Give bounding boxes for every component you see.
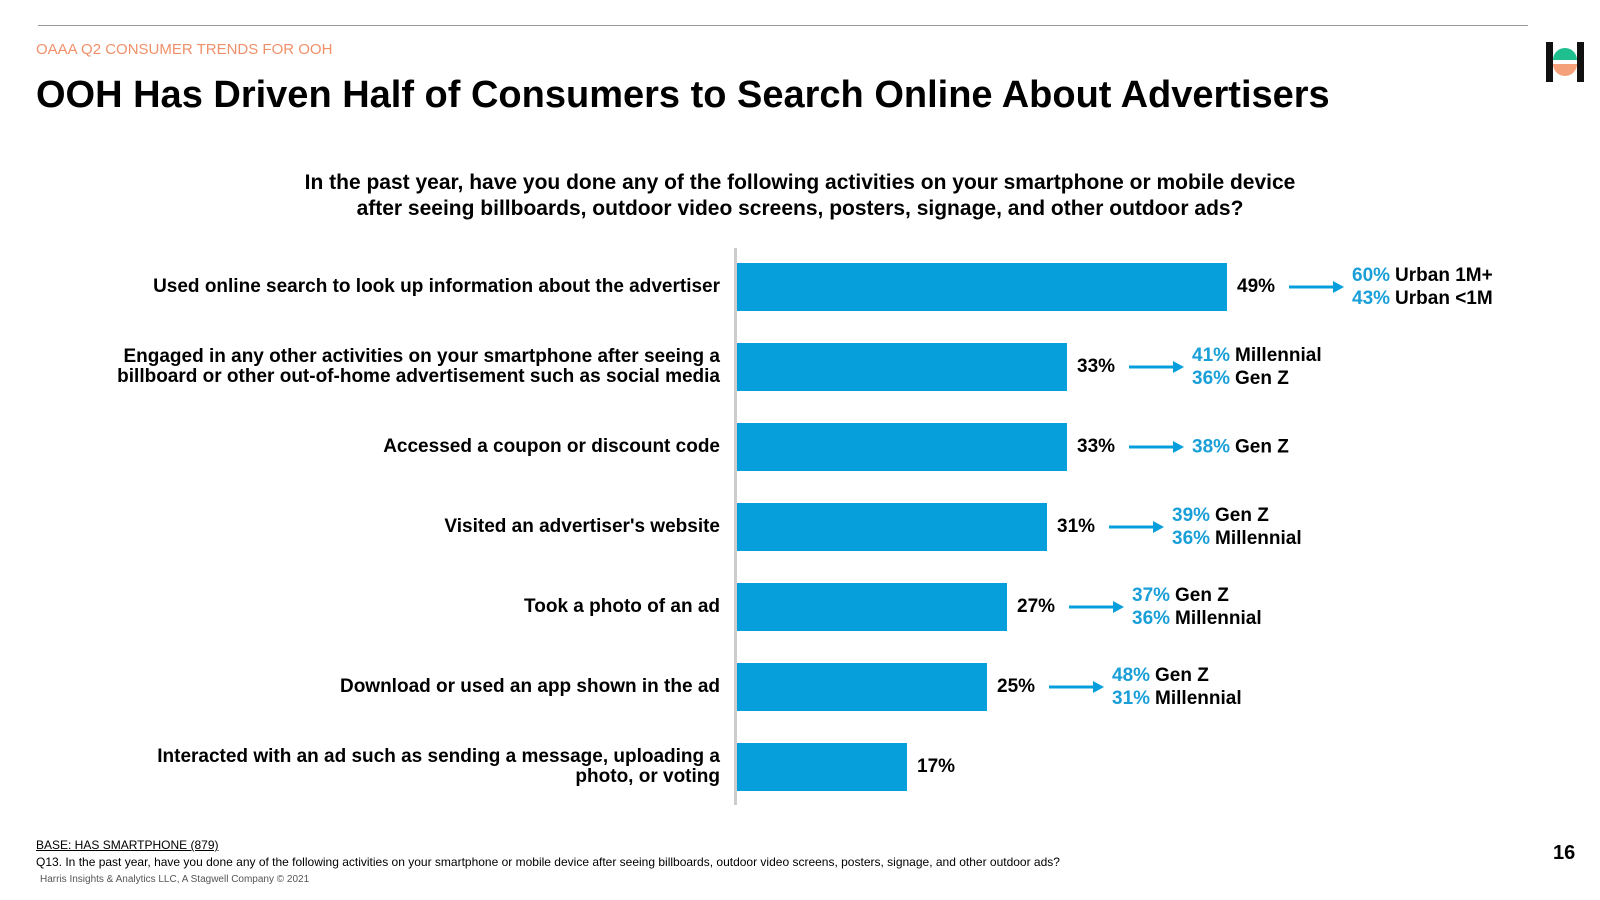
- value-label: 49%: [1237, 276, 1276, 297]
- callout: 60% Urban 1M+ 43% Urban <1M: [1352, 264, 1493, 310]
- bar: [737, 423, 1067, 471]
- value-label: 33%: [1077, 436, 1116, 457]
- page-number: 16: [1553, 842, 1576, 864]
- callout-group: Millennial: [1175, 608, 1262, 629]
- arrow: [1109, 521, 1164, 533]
- callout-group: Millennial: [1215, 528, 1302, 549]
- callout-line: 36% Millennial: [1172, 527, 1302, 550]
- arrow: [1129, 441, 1184, 453]
- category-label: Accessed a coupon or discount code: [383, 436, 720, 457]
- callout: 41% Millennial 36% Gen Z: [1192, 344, 1322, 390]
- arrow: [1049, 681, 1104, 693]
- callout-value: 39%: [1172, 505, 1211, 526]
- value-label: 33%: [1077, 356, 1116, 377]
- callout: 38% Gen Z: [1192, 436, 1289, 459]
- category-label: Download or used an app shown in the ad: [339, 676, 720, 697]
- arrow: [1289, 281, 1344, 293]
- callout-line: 41% Millennial: [1192, 344, 1322, 367]
- callout-line: 48% Gen Z: [1112, 664, 1242, 687]
- category-label: Engaged in any other activities on your …: [117, 346, 720, 387]
- callout: 39% Gen Z 36% Millennial: [1172, 504, 1302, 550]
- callout-value: 36%: [1172, 528, 1211, 549]
- callout-value: 38%: [1192, 436, 1231, 458]
- arrow: [1129, 361, 1184, 373]
- arrow: [1069, 601, 1124, 613]
- bar: [737, 583, 1007, 631]
- category-label: Visited an advertiser's website: [444, 516, 720, 537]
- callout-group: Gen Z: [1235, 436, 1289, 458]
- callout-value: 48%: [1112, 665, 1151, 686]
- callout-line: 60% Urban 1M+: [1352, 264, 1493, 287]
- callout-line: 39% Gen Z: [1172, 504, 1302, 527]
- subtitle: after seeing billboards, outdoor video s…: [356, 197, 1244, 220]
- value-label: 31%: [1057, 516, 1096, 537]
- bar: [737, 263, 1227, 311]
- subtitle: In the past year, have you done any of t…: [304, 171, 1296, 194]
- callout: 48% Gen Z 31% Millennial: [1112, 664, 1242, 710]
- callout-line: 36% Millennial: [1132, 607, 1262, 630]
- callout-group: Gen Z: [1175, 585, 1229, 606]
- callout-value: 31%: [1112, 688, 1151, 709]
- base-note: BASE: HAS SMARTPHONE (879): [36, 838, 219, 852]
- callout-line: 37% Gen Z: [1132, 584, 1262, 607]
- question-note: Q13. In the past year, have you done any…: [36, 855, 1060, 869]
- bar: [737, 743, 907, 791]
- bar: [737, 343, 1067, 391]
- callout-value: 36%: [1132, 608, 1171, 629]
- category-label: Took a photo of an ad: [524, 596, 720, 617]
- copyright: Harris Insights & Analytics LLC, A Stagw…: [40, 874, 310, 885]
- callout-group: Gen Z: [1235, 368, 1289, 389]
- category-label: Used online search to look up informatio…: [153, 276, 720, 297]
- title: OOH Has Driven Half of Consumers to Sear…: [36, 74, 1330, 116]
- callout-group: Gen Z: [1155, 665, 1209, 686]
- callout-group: Gen Z: [1215, 505, 1269, 526]
- callout-value: 37%: [1132, 585, 1171, 606]
- axis-line: [734, 248, 737, 805]
- value-label: 27%: [1017, 596, 1056, 617]
- callout-line: 43% Urban <1M: [1352, 287, 1493, 310]
- bar: [737, 503, 1047, 551]
- callout-group: Millennial: [1235, 345, 1322, 366]
- value-label: 25%: [997, 676, 1036, 697]
- callout-line: 38% Gen Z: [1192, 436, 1289, 459]
- callout-value: 43%: [1352, 288, 1391, 309]
- callout-line: 31% Millennial: [1112, 687, 1242, 710]
- bar: [737, 663, 987, 711]
- callout-value: 41%: [1192, 345, 1231, 366]
- callout-value: 60%: [1352, 265, 1391, 286]
- callout-group: Millennial: [1155, 688, 1242, 709]
- callout-group: Urban 1M+: [1395, 265, 1493, 286]
- logo: [1546, 42, 1584, 82]
- kicker: OAAA Q2 CONSUMER TRENDS FOR OOH: [36, 41, 333, 58]
- callout-value: 36%: [1192, 368, 1231, 389]
- callout-group: Urban <1M: [1395, 288, 1493, 309]
- callout: 37% Gen Z 36% Millennial: [1132, 584, 1262, 630]
- value-label: 17%: [917, 756, 956, 777]
- category-label: Interacted with an ad such as sending a …: [157, 746, 720, 787]
- top-rule: [38, 25, 1528, 26]
- callout-line: 36% Gen Z: [1192, 367, 1322, 390]
